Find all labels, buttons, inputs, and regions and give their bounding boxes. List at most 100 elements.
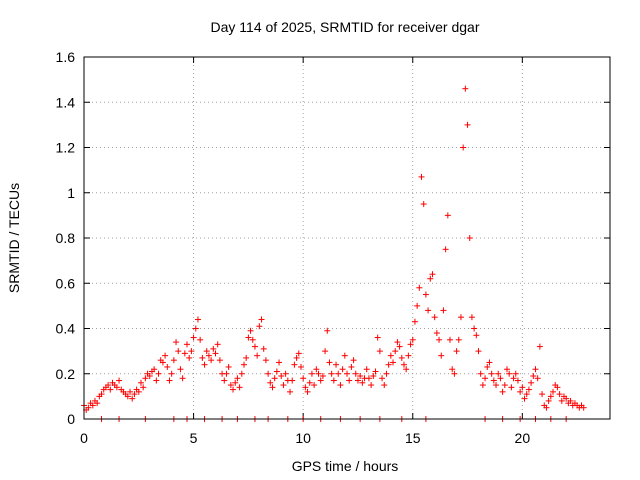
data-point bbox=[539, 391, 546, 398]
data-point bbox=[295, 350, 302, 357]
data-point bbox=[418, 173, 425, 180]
data-point bbox=[497, 375, 504, 382]
data-point bbox=[346, 377, 353, 384]
data-point bbox=[348, 363, 355, 370]
data-point bbox=[326, 359, 333, 366]
data-point bbox=[282, 370, 289, 377]
data-point bbox=[89, 402, 96, 409]
data-point bbox=[287, 388, 294, 395]
x-axis-label: GPS time / hours bbox=[292, 458, 399, 474]
data-point bbox=[563, 395, 570, 402]
data-point bbox=[190, 334, 197, 341]
data-point bbox=[409, 336, 416, 343]
data-point bbox=[273, 368, 280, 375]
x-tick-labels: 0 5 10 15 20 bbox=[80, 430, 530, 446]
data-point bbox=[151, 366, 158, 373]
data-point bbox=[98, 391, 105, 398]
data-point bbox=[482, 375, 489, 382]
data-point bbox=[214, 341, 221, 348]
y-tick-labels: 0 0.2 0.4 0.6 0.8 1 1.2 1.4 1.6 bbox=[56, 49, 76, 427]
data-point bbox=[127, 388, 134, 395]
data-point bbox=[390, 359, 397, 366]
data-points bbox=[81, 85, 587, 422]
data-point bbox=[407, 341, 414, 348]
x-tick-label: 20 bbox=[515, 430, 531, 446]
data-point bbox=[113, 384, 120, 391]
data-point bbox=[466, 235, 473, 241]
data-point bbox=[153, 377, 160, 384]
data-point bbox=[245, 334, 252, 341]
data-point bbox=[315, 370, 322, 377]
data-point bbox=[107, 386, 114, 393]
data-point bbox=[238, 370, 245, 377]
data-point bbox=[506, 370, 513, 377]
data-point bbox=[357, 373, 364, 380]
data-point bbox=[403, 366, 410, 373]
data-point bbox=[208, 357, 215, 364]
data-point bbox=[230, 386, 237, 393]
data-point bbox=[350, 357, 357, 364]
data-point bbox=[249, 336, 256, 343]
data-point bbox=[530, 373, 537, 380]
data-point bbox=[547, 393, 554, 400]
data-point bbox=[280, 382, 287, 389]
data-point bbox=[528, 379, 535, 386]
data-point bbox=[337, 382, 344, 389]
y-tick-label: 0 bbox=[67, 411, 75, 427]
data-point bbox=[368, 382, 375, 389]
data-point bbox=[225, 363, 232, 370]
data-point bbox=[205, 352, 212, 359]
data-point bbox=[447, 336, 454, 343]
data-point bbox=[567, 397, 574, 404]
data-point bbox=[254, 352, 261, 359]
data-point bbox=[534, 375, 541, 382]
data-point bbox=[479, 382, 486, 389]
data-point bbox=[455, 336, 462, 343]
data-point bbox=[293, 354, 300, 361]
data-point bbox=[166, 377, 173, 384]
data-point bbox=[186, 354, 193, 361]
data-point bbox=[521, 395, 528, 402]
data-point bbox=[523, 391, 530, 398]
data-point bbox=[269, 384, 276, 391]
data-point bbox=[550, 388, 557, 395]
data-point bbox=[300, 375, 307, 382]
data-point bbox=[468, 314, 475, 321]
data-point bbox=[328, 370, 335, 377]
data-point bbox=[201, 361, 208, 368]
data-point bbox=[260, 345, 267, 352]
data-point bbox=[558, 397, 565, 404]
data-point bbox=[370, 373, 377, 380]
data-point bbox=[449, 366, 456, 373]
data-point bbox=[405, 352, 412, 359]
y-tick-label: 1.4 bbox=[56, 94, 76, 110]
data-point bbox=[411, 318, 418, 325]
data-point bbox=[352, 370, 359, 377]
data-point bbox=[262, 357, 269, 364]
data-point bbox=[137, 379, 144, 386]
data-point bbox=[135, 388, 142, 395]
data-point bbox=[379, 375, 386, 382]
data-point bbox=[420, 201, 427, 208]
data-point bbox=[210, 345, 217, 352]
data-point bbox=[440, 307, 447, 314]
x-tick-label: 0 bbox=[80, 430, 88, 446]
x-tick-label: 15 bbox=[405, 430, 421, 446]
data-point bbox=[462, 85, 469, 92]
data-point bbox=[223, 370, 230, 377]
data-point bbox=[372, 368, 379, 375]
data-point bbox=[221, 377, 228, 384]
y-tick-label: 0.6 bbox=[56, 275, 76, 291]
data-point bbox=[197, 336, 204, 343]
data-point bbox=[227, 382, 234, 389]
data-point bbox=[442, 246, 449, 253]
data-point bbox=[514, 377, 521, 384]
data-point bbox=[473, 332, 480, 339]
data-point bbox=[313, 366, 320, 373]
data-point bbox=[365, 375, 372, 382]
data-point bbox=[503, 366, 510, 373]
data-point bbox=[436, 336, 443, 343]
data-point bbox=[359, 379, 366, 386]
data-point bbox=[212, 350, 219, 357]
data-point bbox=[453, 348, 460, 355]
